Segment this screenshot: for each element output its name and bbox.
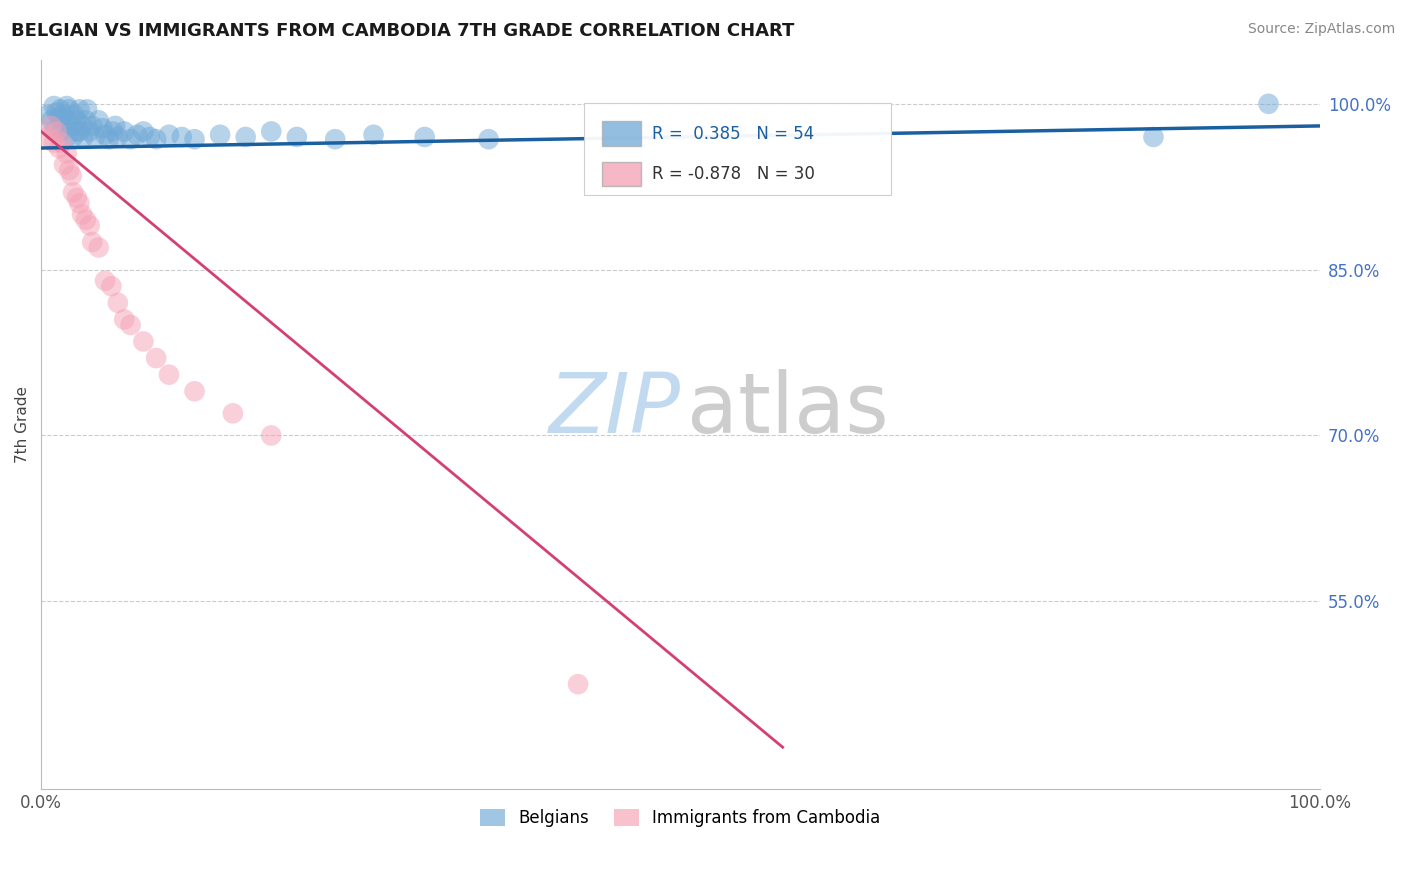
Point xyxy=(42,99,65,113)
Point xyxy=(63,108,86,122)
Point xyxy=(145,351,167,365)
Point xyxy=(69,103,91,117)
Text: R = -0.878   N = 30: R = -0.878 N = 30 xyxy=(652,165,815,183)
FancyBboxPatch shape xyxy=(602,121,641,146)
Point xyxy=(107,295,129,310)
Point xyxy=(91,121,114,136)
Point xyxy=(170,130,193,145)
Point xyxy=(66,113,89,128)
Point xyxy=(260,124,283,138)
Point xyxy=(222,406,245,420)
Point xyxy=(145,132,167,146)
Point xyxy=(48,141,70,155)
Point xyxy=(75,113,97,128)
Point xyxy=(53,108,76,122)
Point xyxy=(58,113,80,128)
FancyBboxPatch shape xyxy=(585,103,891,194)
Point xyxy=(75,213,97,227)
Point xyxy=(363,128,385,142)
Point xyxy=(478,132,501,146)
Point xyxy=(120,318,142,332)
Point xyxy=(62,130,84,145)
Point xyxy=(41,113,63,128)
Point xyxy=(60,119,83,133)
Point xyxy=(183,384,205,399)
Point xyxy=(82,235,104,249)
Point xyxy=(132,124,155,138)
Point xyxy=(100,279,122,293)
Point xyxy=(53,158,76,172)
Point xyxy=(55,146,77,161)
Point xyxy=(183,132,205,146)
Point xyxy=(323,132,346,146)
Y-axis label: 7th Grade: 7th Grade xyxy=(15,386,30,463)
Legend: Belgians, Immigrants from Cambodia: Belgians, Immigrants from Cambodia xyxy=(472,801,889,836)
Point xyxy=(83,130,105,145)
Point xyxy=(112,124,135,138)
Point xyxy=(157,128,180,142)
Point xyxy=(37,108,59,122)
Text: BELGIAN VS IMMIGRANTS FROM CAMBODIA 7TH GRADE CORRELATION CHART: BELGIAN VS IMMIGRANTS FROM CAMBODIA 7TH … xyxy=(11,22,794,40)
Point xyxy=(70,119,93,133)
Point xyxy=(82,119,104,133)
Point xyxy=(76,103,98,117)
Point xyxy=(139,130,162,145)
Point xyxy=(1257,96,1279,111)
Point xyxy=(66,124,89,138)
Point xyxy=(51,136,73,150)
Point xyxy=(413,130,436,145)
Point xyxy=(49,103,72,117)
Point xyxy=(70,207,93,221)
Point xyxy=(125,128,148,142)
Point xyxy=(42,136,65,150)
Point xyxy=(97,132,120,146)
Point xyxy=(41,119,63,133)
Point xyxy=(87,241,110,255)
Point xyxy=(132,334,155,349)
Point xyxy=(55,130,77,145)
Point xyxy=(62,186,84,200)
Point xyxy=(42,124,65,138)
Point xyxy=(72,130,94,145)
Point xyxy=(69,196,91,211)
Point xyxy=(66,191,89,205)
Point xyxy=(157,368,180,382)
Point xyxy=(60,169,83,183)
Point xyxy=(55,99,77,113)
Point xyxy=(79,219,101,233)
Point xyxy=(101,124,124,138)
Point xyxy=(45,105,67,120)
Point xyxy=(94,128,117,142)
Point xyxy=(51,113,73,128)
Point xyxy=(37,130,59,145)
Point xyxy=(209,128,232,142)
Point xyxy=(87,113,110,128)
Text: atlas: atlas xyxy=(686,369,889,450)
Point xyxy=(107,130,129,145)
Point xyxy=(1142,130,1164,145)
Point xyxy=(285,130,308,145)
Point xyxy=(112,312,135,326)
Point xyxy=(120,132,142,146)
Point xyxy=(58,103,80,117)
Point xyxy=(79,124,101,138)
Point xyxy=(48,110,70,124)
Point xyxy=(567,677,589,691)
Text: Source: ZipAtlas.com: Source: ZipAtlas.com xyxy=(1247,22,1395,37)
Text: ZIP: ZIP xyxy=(548,369,681,450)
Point xyxy=(69,124,91,138)
Point xyxy=(45,124,67,138)
Text: R =  0.385   N = 54: R = 0.385 N = 54 xyxy=(652,125,814,143)
Point xyxy=(235,130,257,145)
Point xyxy=(94,274,117,288)
Point xyxy=(104,119,127,133)
Point xyxy=(260,428,283,442)
Point xyxy=(51,124,73,138)
FancyBboxPatch shape xyxy=(602,161,641,186)
Point xyxy=(58,163,80,178)
